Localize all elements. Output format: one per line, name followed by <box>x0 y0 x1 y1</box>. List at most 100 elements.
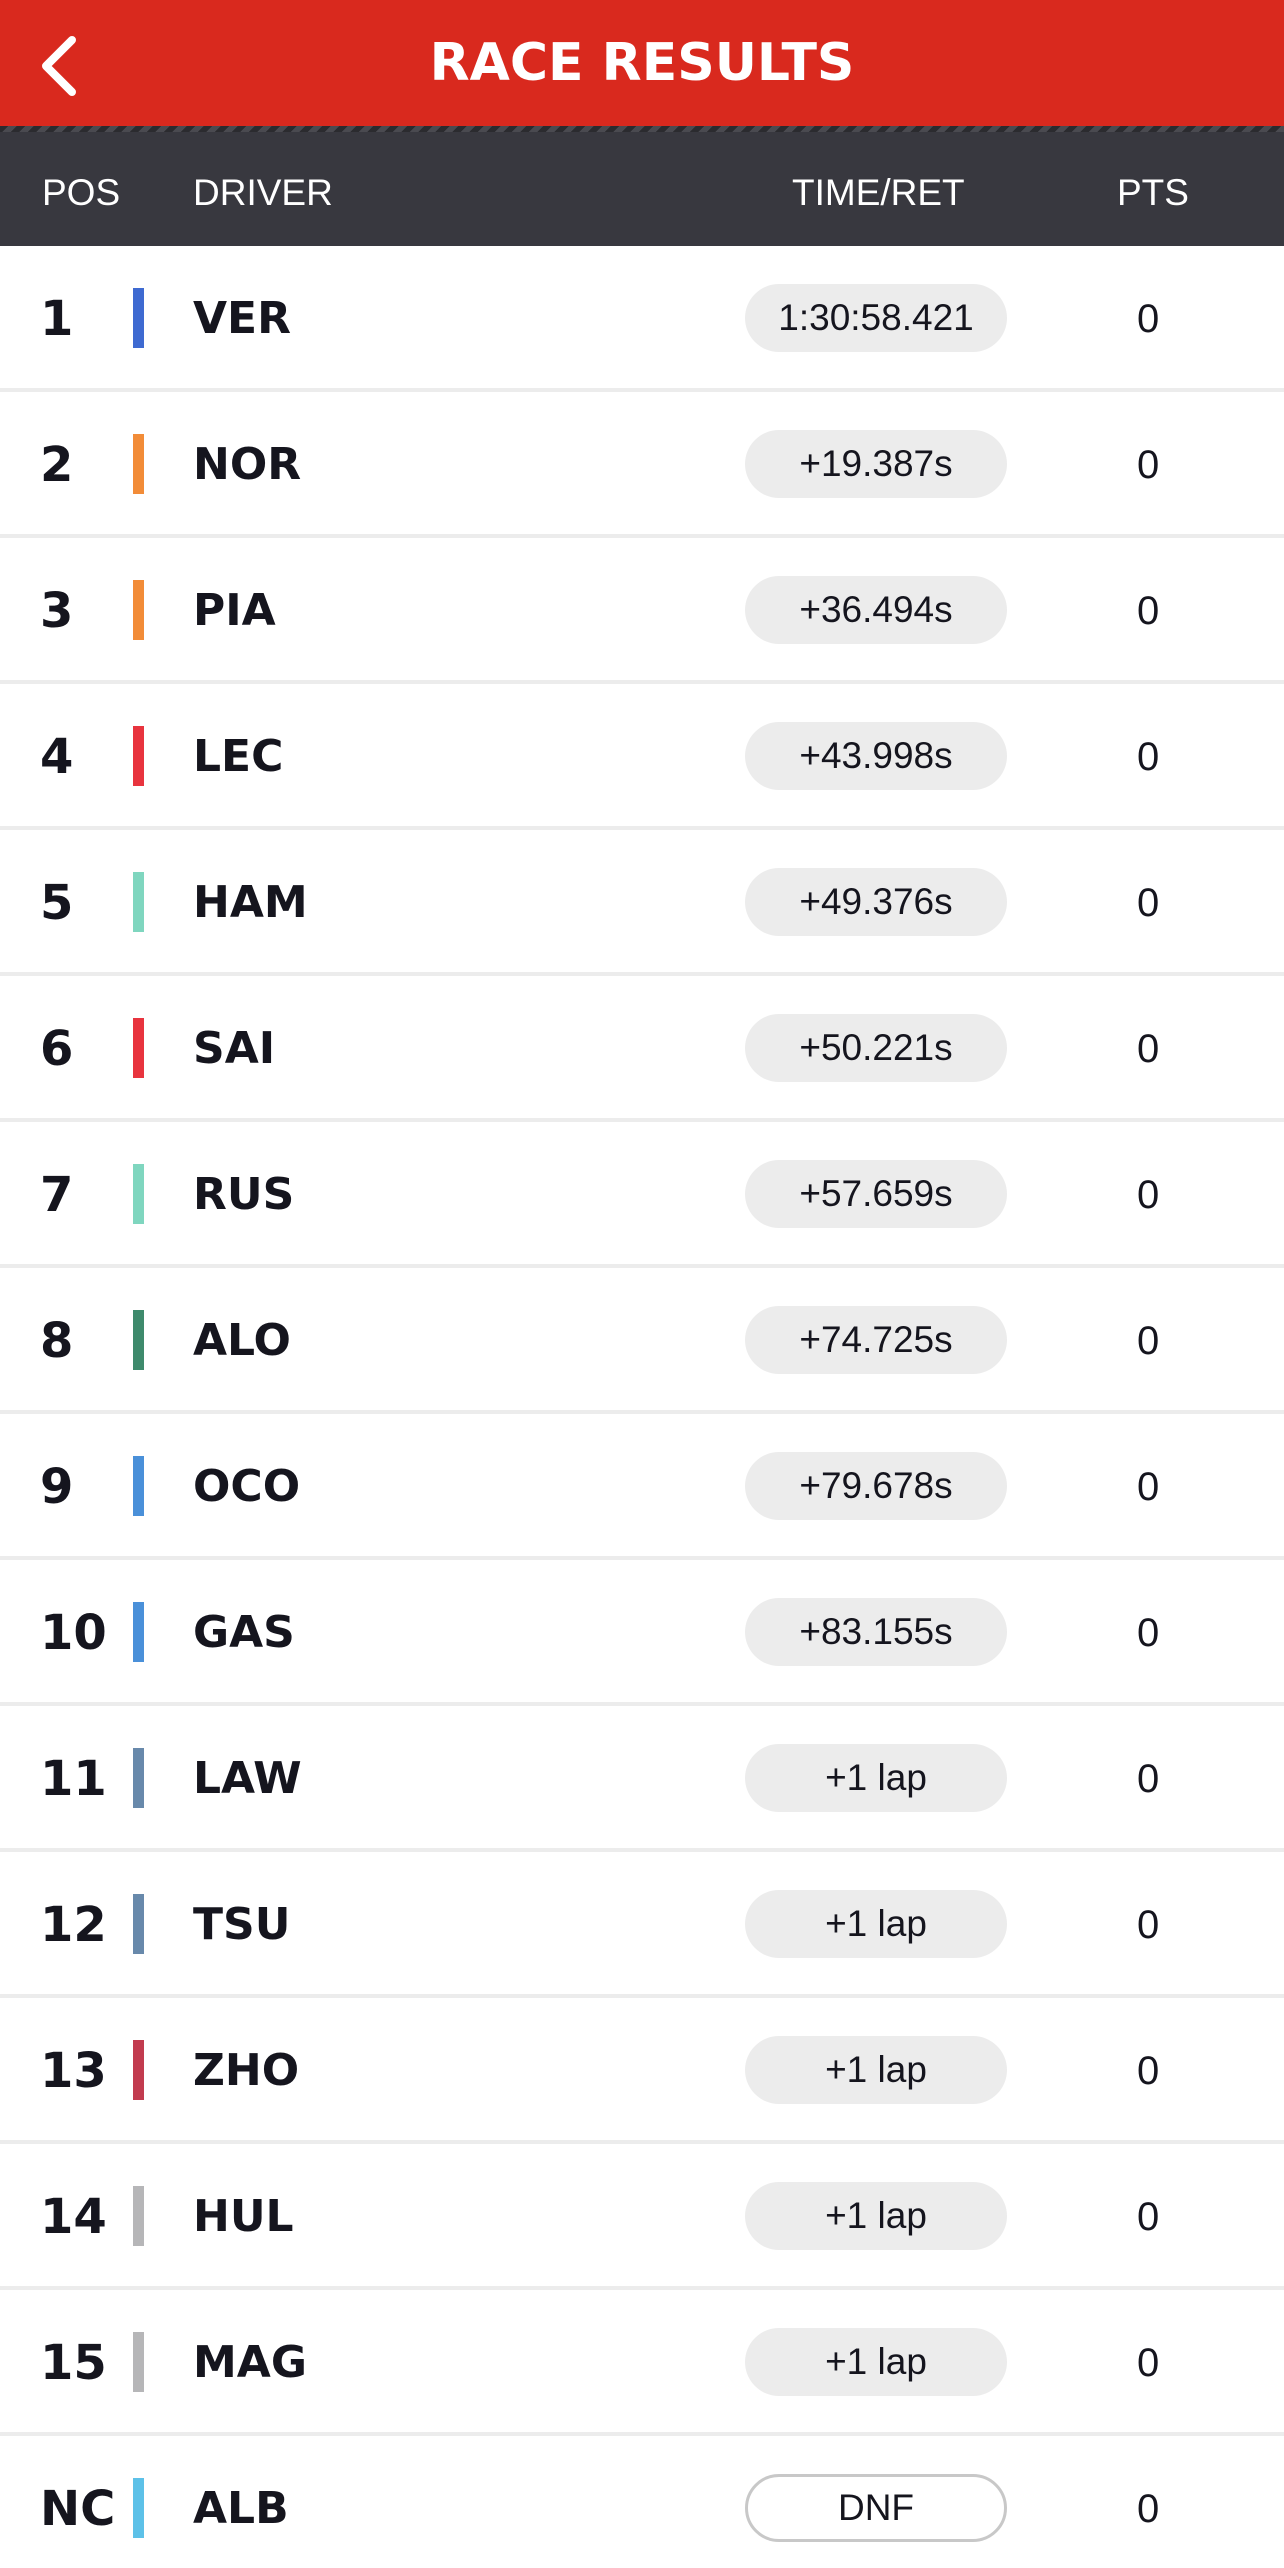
team-color-bar <box>133 2186 144 2246</box>
driver-code: RUS <box>193 1169 295 1220</box>
driver-code: LEC <box>193 731 284 782</box>
result-row[interactable]: 11 LAW +1 lap 0 <box>0 1706 1284 1852</box>
position: 5 <box>40 875 74 931</box>
points: 0 <box>1137 881 1160 925</box>
points: 0 <box>1137 2487 1160 2531</box>
result-row[interactable]: 15 MAG +1 lap 0 <box>0 2290 1284 2436</box>
time-badge: +36.494s <box>745 576 1007 644</box>
time-badge: +74.725s <box>745 1306 1007 1374</box>
time-badge: +1 lap <box>745 2328 1007 2396</box>
result-row[interactable]: 5 HAM +49.376s 0 <box>0 830 1284 976</box>
result-row[interactable]: 13 ZHO +1 lap 0 <box>0 1998 1284 2144</box>
points: 0 <box>1137 1319 1160 1363</box>
column-header-driver: DRIVER <box>193 172 333 213</box>
position: 1 <box>40 291 74 347</box>
result-row[interactable]: NC ALB DNF 0 <box>0 2436 1284 2568</box>
driver-code: TSU <box>193 1899 291 1950</box>
position: 15 <box>40 2335 107 2391</box>
team-color-bar <box>133 2478 144 2538</box>
driver-code: ALB <box>193 2483 289 2534</box>
time-badge: +1 lap <box>745 1890 1007 1958</box>
time-badge: +1 lap <box>745 2182 1007 2250</box>
team-color-bar <box>133 434 144 494</box>
position: 10 <box>40 1605 107 1661</box>
team-color-bar <box>133 1018 144 1078</box>
points: 0 <box>1137 297 1160 341</box>
points: 0 <box>1137 2049 1160 2093</box>
position: 13 <box>40 2043 107 2099</box>
time-badge: +43.998s <box>745 722 1007 790</box>
driver-code: ALO <box>193 1315 291 1366</box>
driver-code: NOR <box>193 439 302 490</box>
position: 12 <box>40 1897 107 1953</box>
result-row[interactable]: 7 RUS +57.659s 0 <box>0 1122 1284 1268</box>
points: 0 <box>1137 443 1160 487</box>
result-row[interactable]: 3 PIA +36.494s 0 <box>0 538 1284 684</box>
points: 0 <box>1137 1465 1160 1509</box>
time-badge: DNF <box>745 2474 1007 2542</box>
result-row[interactable]: 8 ALO +74.725s 0 <box>0 1268 1284 1414</box>
team-color-bar <box>133 726 144 786</box>
driver-code: MAG <box>193 2337 307 2388</box>
position: 8 <box>40 1313 74 1369</box>
page-title: RACE RESULTS <box>429 33 855 93</box>
time-badge: +1 lap <box>745 1744 1007 1812</box>
team-color-bar <box>133 2332 144 2392</box>
column-header-pos: POS <box>42 172 121 213</box>
team-color-bar <box>133 1894 144 1954</box>
points: 0 <box>1137 1173 1160 1217</box>
position: 11 <box>40 1751 107 1807</box>
results-list: 1 VER 1:30:58.421 0 2 NOR +19.387s 0 3 PIA +36.494… <box>0 246 1284 2568</box>
time-badge: +83.155s <box>745 1598 1007 1666</box>
points: 0 <box>1137 589 1160 633</box>
team-color-bar <box>133 1310 144 1370</box>
position: 4 <box>40 729 74 785</box>
points: 0 <box>1137 1757 1160 1801</box>
time-badge: +57.659s <box>745 1160 1007 1228</box>
result-row[interactable]: 1 VER 1:30:58.421 0 <box>0 246 1284 392</box>
position: 7 <box>40 1167 74 1223</box>
points: 0 <box>1137 2341 1160 2385</box>
time-badge: +79.678s <box>745 1452 1007 1520</box>
result-row[interactable]: 2 NOR +19.387s 0 <box>0 392 1284 538</box>
team-color-bar <box>133 872 144 932</box>
position: 6 <box>40 1021 74 1077</box>
app-header: RACE RESULTS <box>0 0 1284 132</box>
team-color-bar <box>133 1748 144 1808</box>
result-row[interactable]: 9 OCO +79.678s 0 <box>0 1414 1284 1560</box>
position: 2 <box>40 437 74 493</box>
points: 0 <box>1137 1903 1160 1947</box>
team-color-bar <box>133 2040 144 2100</box>
column-header-bar: POS DRIVER TIME/RET PTS <box>0 132 1284 246</box>
driver-code: HAM <box>193 877 308 928</box>
driver-code: GAS <box>193 1607 295 1658</box>
position: 9 <box>40 1459 74 1515</box>
result-row[interactable]: 6 SAI +50.221s 0 <box>0 976 1284 1122</box>
time-badge: +49.376s <box>745 868 1007 936</box>
result-row[interactable]: 10 GAS +83.155s 0 <box>0 1560 1284 1706</box>
result-row[interactable]: 14 HUL +1 lap 0 <box>0 2144 1284 2290</box>
column-header-time: TIME/RET <box>792 172 965 213</box>
points: 0 <box>1137 735 1160 779</box>
time-badge: 1:30:58.421 <box>745 284 1007 352</box>
driver-code: PIA <box>193 585 276 636</box>
points: 0 <box>1137 1611 1160 1655</box>
result-row[interactable]: 4 LEC +43.998s 0 <box>0 684 1284 830</box>
position: NC <box>40 2481 116 2537</box>
position: 14 <box>40 2189 107 2245</box>
time-badge: +50.221s <box>745 1014 1007 1082</box>
chevron-left-icon <box>42 36 76 96</box>
driver-code: LAW <box>193 1753 302 1804</box>
driver-code: VER <box>193 293 291 344</box>
position: 3 <box>40 583 74 639</box>
team-color-bar <box>133 1456 144 1516</box>
driver-code: SAI <box>193 1023 276 1074</box>
team-color-bar <box>133 1164 144 1224</box>
driver-code: HUL <box>193 2191 294 2242</box>
time-badge: +1 lap <box>745 2036 1007 2104</box>
back-button[interactable] <box>30 26 100 106</box>
column-header-pts: PTS <box>1117 172 1189 213</box>
time-badge: +19.387s <box>745 430 1007 498</box>
result-row[interactable]: 12 TSU +1 lap 0 <box>0 1852 1284 1998</box>
